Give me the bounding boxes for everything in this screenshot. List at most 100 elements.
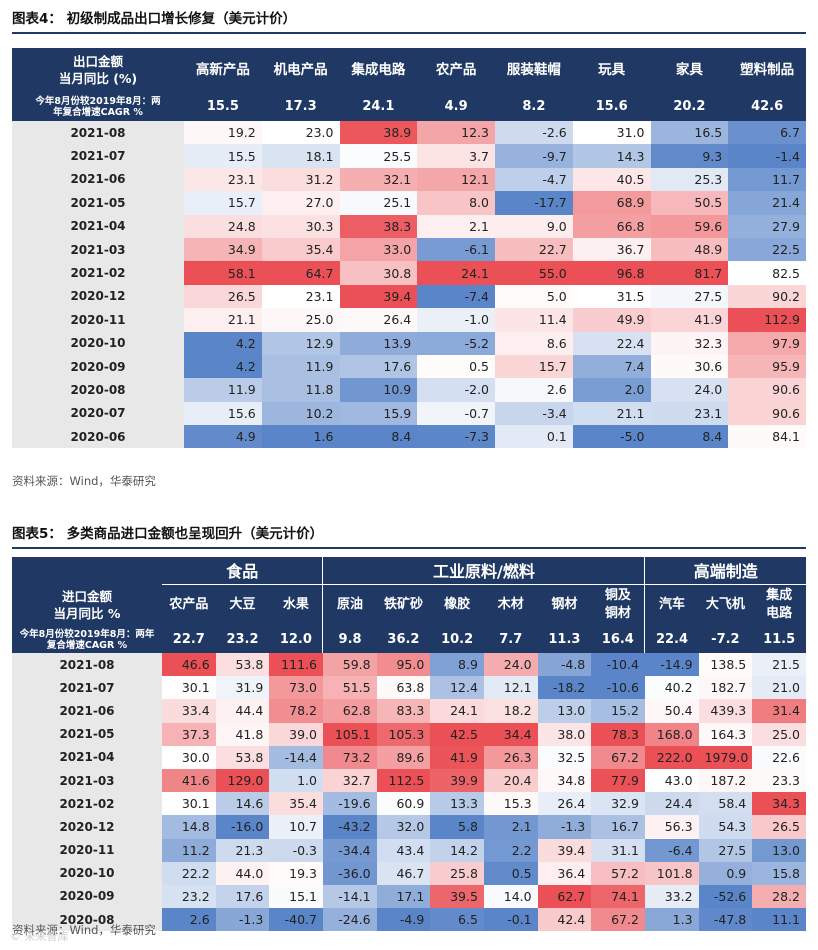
- row-date: 2020-10: [12, 331, 184, 355]
- data-cell: 39.4: [537, 838, 592, 862]
- data-cell: 36.4: [537, 861, 592, 885]
- data-cell: 63.8: [376, 676, 431, 700]
- data-cell: 25.1: [339, 191, 418, 215]
- data-cell: -6.4: [644, 838, 699, 862]
- column-header: 玩具: [572, 48, 651, 92]
- data-cell: 129.0: [215, 768, 270, 793]
- data-cell: 33.2: [644, 884, 699, 909]
- fig4-title: 图表4： 初级制成品出口增长修复（美元计价）: [12, 11, 297, 27]
- data-cell: 31.2: [261, 167, 340, 192]
- data-cell: -14.4: [269, 745, 323, 769]
- cagr-label: 今年8月份较2019年8月：两年复合增速CAGR %: [12, 92, 184, 121]
- data-cell: 59.6: [650, 214, 729, 238]
- data-cell: 15.3: [483, 792, 538, 816]
- row-date: 2020-11: [12, 308, 184, 332]
- data-cell: 22.7: [495, 237, 573, 262]
- data-cell: 17.1: [376, 884, 431, 909]
- data-cell: 13.9: [339, 331, 418, 355]
- data-cell: 22.2: [162, 861, 216, 885]
- data-cell: 39.0: [269, 722, 323, 746]
- data-cell: -0.7: [417, 401, 495, 426]
- row-date: 2021-04: [12, 214, 184, 238]
- group-header: 工业原料/燃料: [322, 557, 645, 585]
- data-cell: 164.3: [698, 722, 753, 746]
- data-cell: 67.2: [591, 745, 645, 769]
- data-cell: 15.9: [339, 401, 418, 426]
- row-date: 2021-03: [12, 237, 184, 262]
- data-cell: 73.0: [269, 676, 323, 700]
- row-date: 2021-04: [12, 745, 162, 769]
- data-cell: -4.7: [495, 167, 573, 192]
- cagr-value: -7.2: [698, 626, 753, 653]
- data-cell: -47.8: [698, 908, 753, 932]
- data-cell: 11.1: [752, 908, 806, 932]
- data-cell: 105.3: [376, 722, 431, 746]
- column-header: 农产品: [417, 48, 495, 92]
- data-cell: 41.9: [650, 308, 729, 332]
- data-cell: 6.5: [430, 908, 484, 932]
- cagr-value: 22.7: [162, 626, 216, 653]
- row-date: 2020-11: [12, 838, 162, 862]
- row-date: 2020-09: [12, 354, 184, 379]
- data-cell: 15.7: [184, 191, 262, 215]
- data-cell: 3.7: [417, 144, 495, 168]
- data-cell: 41.6: [162, 768, 216, 793]
- data-cell: 34.4: [483, 722, 538, 746]
- data-cell: 84.1: [728, 425, 806, 449]
- column-header: 集成电路: [339, 48, 418, 92]
- table-row: 2020-09 4.2 11.9 17.6 0.5 15.7 7.4 30.6 95.9: [12, 354, 806, 379]
- data-cell: 8.6: [495, 331, 573, 355]
- data-cell: 1.0: [269, 768, 323, 793]
- table-row: 2021-08 46.6 53.8 111.6 59.8 95.0 8.9 24.0 -4.8-…: [12, 653, 806, 677]
- data-cell: 68.9: [572, 191, 651, 215]
- data-cell: 66.8: [572, 214, 651, 238]
- cagr-value: 16.4: [591, 626, 645, 653]
- column-header: 钢材: [537, 584, 592, 626]
- cagr-label: 今年8月份较2019年8月：两年复合增速CAGR %: [12, 626, 162, 653]
- column-header: 汽车: [644, 584, 699, 626]
- data-cell: 39.5: [430, 884, 484, 909]
- table-row: 2020-11 11.2 21.3 -0.3 -34.4 43.4 14.2 2.2 39.4 3…: [12, 838, 806, 862]
- fig5-title: 图表5： 多类商品进口金额也呈现回升（美元计价）: [12, 526, 324, 542]
- row-date: 2020-12: [12, 815, 162, 839]
- data-cell: 33.4: [162, 699, 216, 723]
- data-cell: 17.6: [215, 884, 270, 909]
- table-row: 2021-06 23.1 31.2 32.1 12.1 -4.7 40.5 25.3 11.7: [12, 167, 806, 192]
- data-cell: 30.0: [162, 745, 216, 769]
- column-header: 大飞机: [698, 584, 753, 626]
- data-cell: 46.7: [376, 861, 431, 885]
- data-cell: 11.9: [184, 378, 262, 402]
- group-header: 食品: [162, 557, 323, 585]
- data-cell: -9.7: [495, 144, 573, 168]
- cagr-value: 12.0: [269, 626, 323, 653]
- column-header: 集成电路: [752, 584, 806, 626]
- data-cell: 24.1: [430, 699, 484, 723]
- row-date: 2021-08: [12, 653, 162, 677]
- data-cell: 56.3: [644, 815, 699, 839]
- data-cell: 97.9: [728, 331, 806, 355]
- data-cell: 18.2: [483, 699, 538, 723]
- data-cell: 15.8: [752, 861, 806, 885]
- column-header: 大豆: [215, 584, 270, 626]
- data-cell: 78.2: [269, 699, 323, 723]
- table-row: 2021-05 15.7 27.0 25.1 8.0 -17.7 68.9 50.5 21.4: [12, 191, 806, 215]
- column-header: 铁矿砂: [376, 584, 431, 626]
- column-header: 农产品: [162, 584, 216, 626]
- data-cell: 57.2: [591, 861, 645, 885]
- data-cell: 32.5: [537, 745, 592, 769]
- data-cell: 27.9: [728, 214, 806, 238]
- cagr-value: 11.5: [752, 626, 806, 653]
- data-cell: 439.3: [698, 699, 753, 723]
- data-cell: 21.0: [752, 676, 806, 700]
- data-cell: 42.5: [430, 722, 484, 746]
- cagr-value: 8.2: [495, 92, 573, 121]
- data-cell: 19.2: [184, 121, 262, 145]
- data-cell: 27.0: [261, 191, 340, 215]
- data-cell: 2.6: [495, 378, 573, 402]
- cagr-value: 36.2: [376, 626, 431, 653]
- table-row: 2021-03 41.6 129.0 1.0 32.7 112.5 39.9 20.4 34.8…: [12, 768, 806, 793]
- data-cell: 74.1: [591, 884, 645, 909]
- data-cell: 23.2: [162, 884, 216, 909]
- row-date: 2020-06: [12, 425, 184, 449]
- data-cell: 46.6: [162, 653, 216, 677]
